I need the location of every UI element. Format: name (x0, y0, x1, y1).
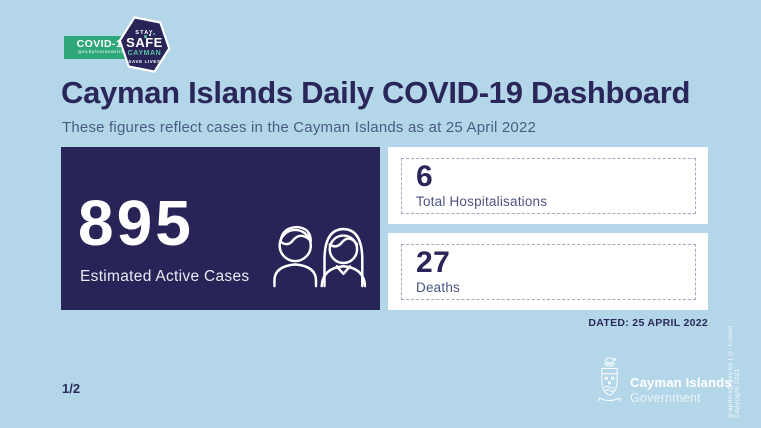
gov-logo-name: Cayman Islands (630, 375, 732, 391)
coat-of-arms-icon (597, 357, 622, 402)
hex-line-safe: SAFE (126, 34, 163, 50)
hospitalisations-label: Total Hospitalisations (416, 193, 548, 209)
deaths-value: 27 (416, 246, 451, 279)
stay-safe-cayman-badge: STAY SAFE CAYMAN SAVE LIVES (118, 16, 171, 73)
covid19-badge-title: COVID-19 (76, 37, 129, 50)
hospitalisations-value: 6 (416, 160, 434, 193)
cayman-government-logo: Cayman Islands Government (596, 354, 732, 408)
gov-logo-subname: Government (630, 391, 701, 406)
active-cases-value: 895 (78, 187, 194, 259)
hex-line-stay: STAY (135, 29, 154, 36)
hex-line-save-lives: SAVE LIVES (128, 59, 161, 65)
deaths-label: Deaths (416, 279, 460, 295)
hospitalisations-frame: 6 Total Hospitalisations (401, 158, 696, 214)
active-cases-label: Estimated Active Cases (80, 268, 250, 285)
deaths-frame: 27 Deaths (401, 244, 696, 300)
virus-dots-icon (143, 25, 155, 43)
active-cases-card: 895 Estimated Active Cases (61, 147, 380, 310)
dated-label: DATED: 25 APRIL 2022 (588, 317, 708, 329)
copyright-vertical-text: graphics@gov.ky | © Crown Copyright 2021 (727, 325, 741, 418)
people-icon (273, 225, 366, 288)
page-indicator: 1/2 (62, 381, 81, 396)
page-subtitle: These figures reflect cases in the Cayma… (62, 119, 537, 136)
hex-line-cayman: CAYMAN (127, 49, 162, 57)
covid19-badge-url: gov.ky/coronavirus (77, 50, 128, 56)
page-title: Cayman Islands Daily COVID-19 Dashboard (61, 75, 691, 110)
hospitalisations-card: 6 Total Hospitalisations (388, 147, 708, 224)
deaths-card: 27 Deaths (388, 233, 708, 310)
